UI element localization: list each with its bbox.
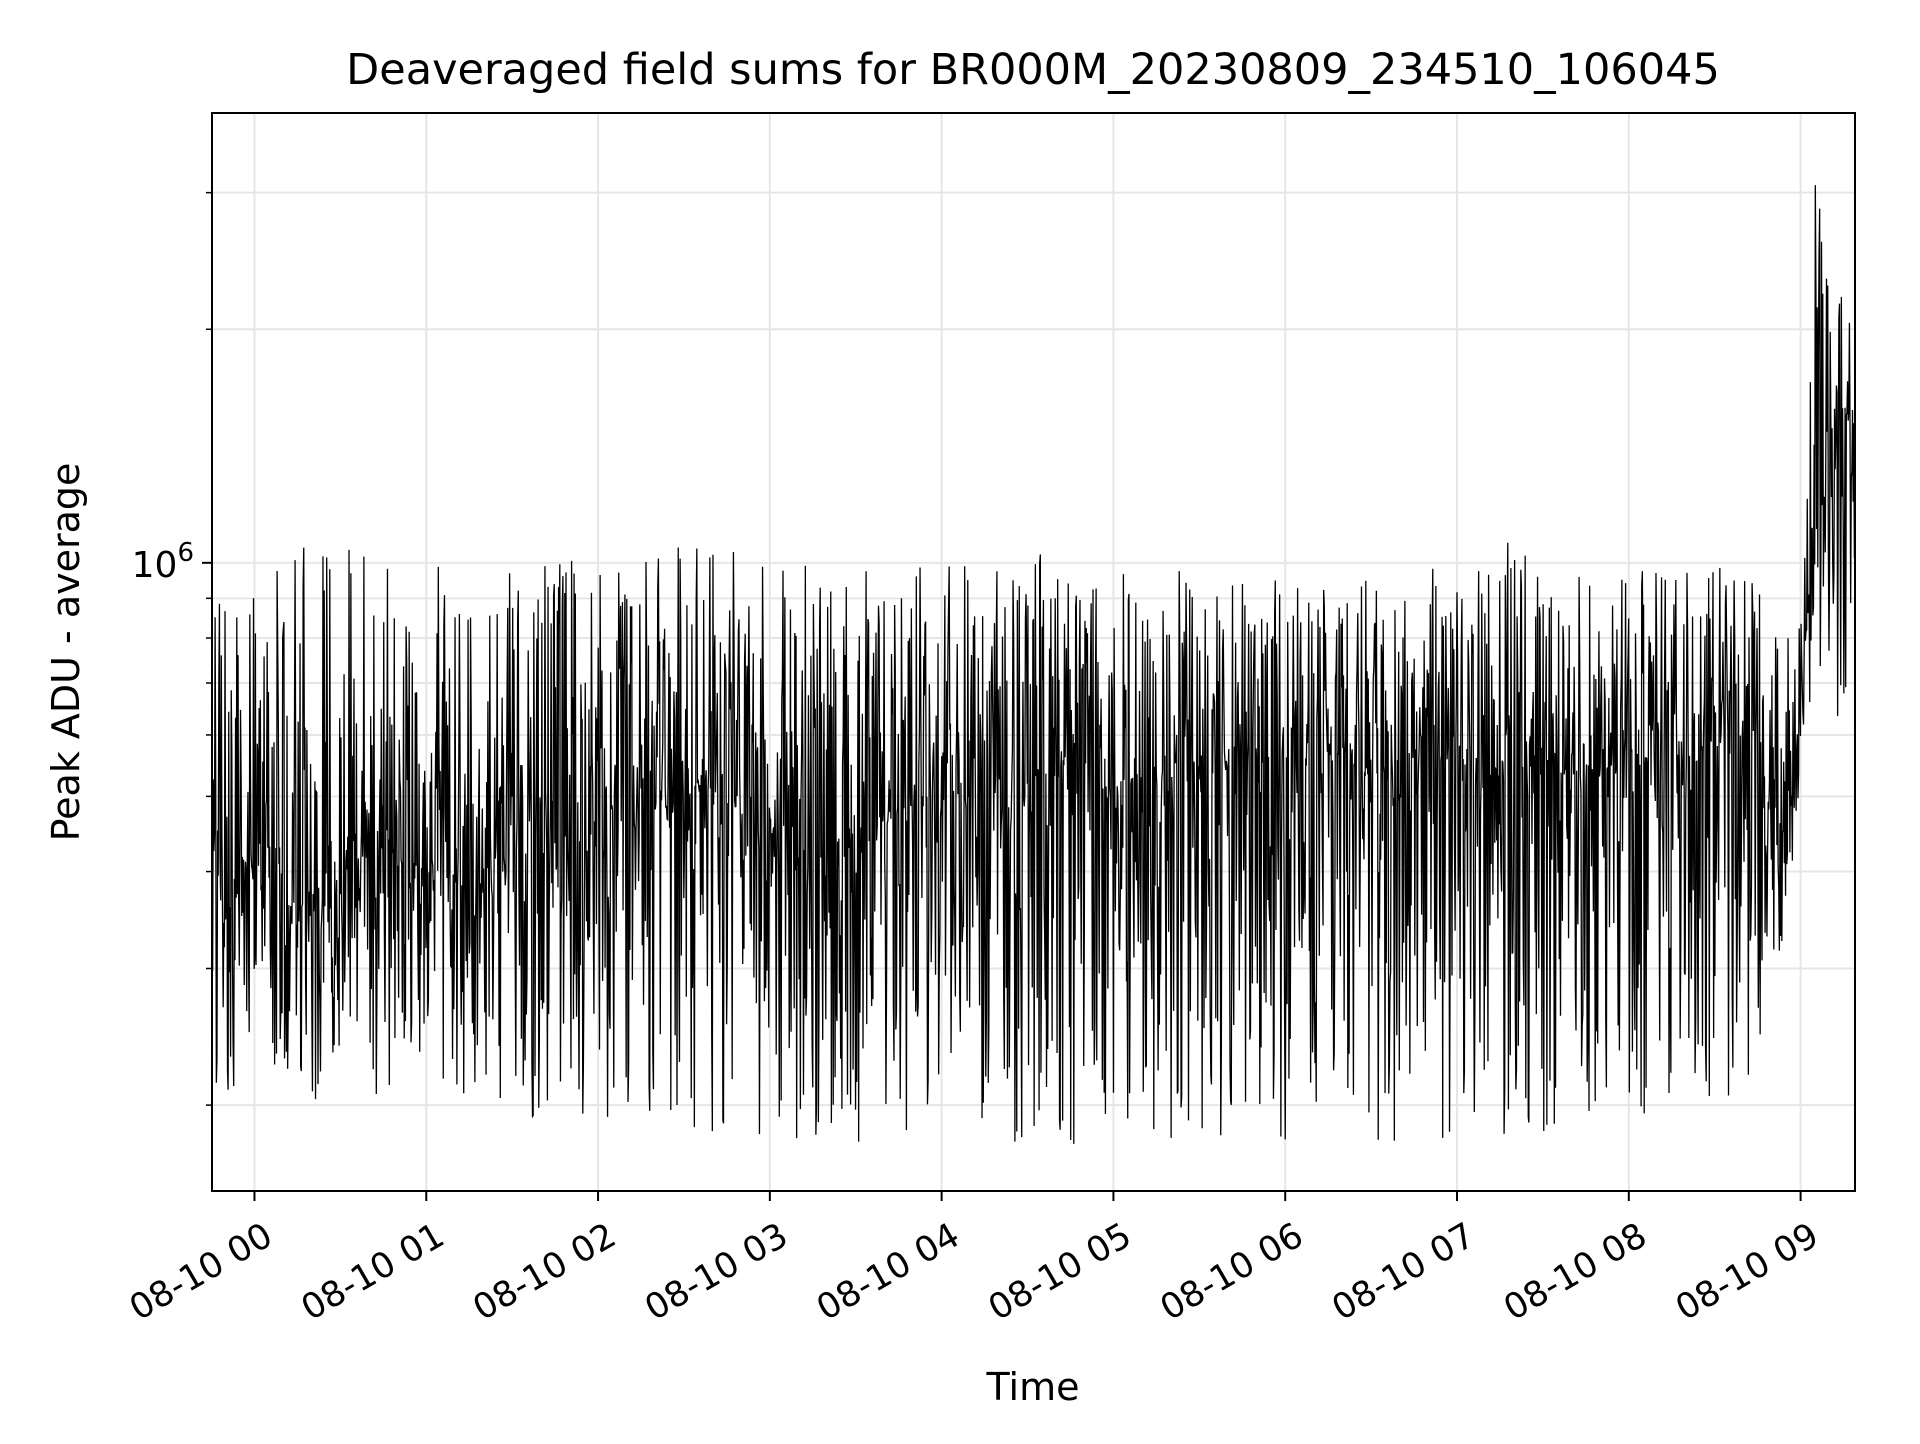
y-tick-label: 106: [132, 538, 194, 586]
chart-title: Deaveraged field sums for BR000M_2023080…: [346, 45, 1720, 95]
y-axis-label: Peak ADU - average: [44, 463, 88, 842]
plot-frame: [211, 112, 1856, 1192]
x-axis-label: Time: [986, 1365, 1080, 1409]
series-layer: [211, 185, 1856, 1144]
series-line: [211, 185, 1856, 1144]
